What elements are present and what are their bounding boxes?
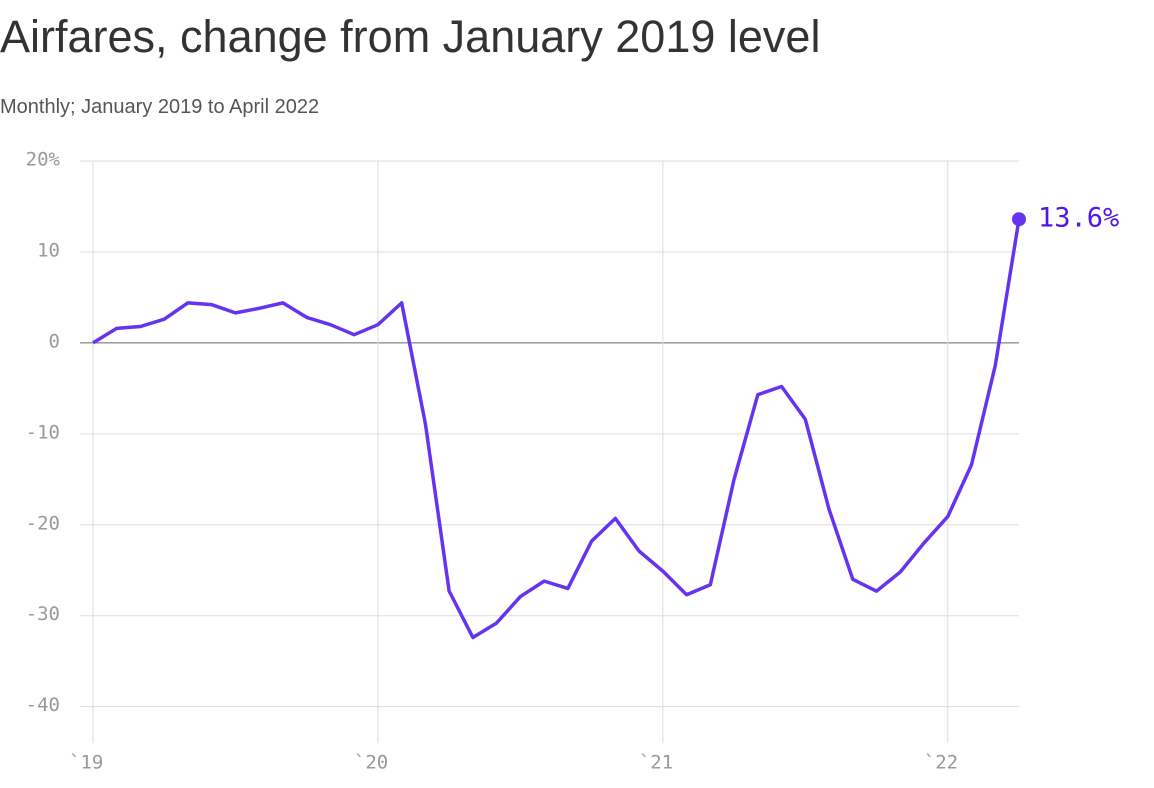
end-point [1012, 212, 1026, 227]
value-label: 13.6% [1038, 203, 1119, 234]
y-tick-label: -10 [26, 421, 60, 443]
x-tick-label: `20 [354, 752, 388, 774]
y-tick-label: -30 [26, 603, 60, 625]
x-tick-label: `19 [69, 752, 103, 774]
x-tick-label: `21 [639, 752, 673, 774]
chart-subtitle: Monthly; January 2019 to April 2022 [0, 96, 319, 118]
y-tick-label: -20 [26, 512, 60, 534]
y-tick-label: 10 [37, 239, 60, 261]
chart-title: Airfares, change from January 2019 level [0, 11, 820, 62]
series-line [92, 218, 1021, 640]
y-tick-label: 0 [49, 330, 60, 352]
y-tick-label: -40 [26, 694, 60, 716]
y-tick-label: 20% [26, 149, 61, 171]
x-tick-label: `22 [924, 752, 958, 774]
